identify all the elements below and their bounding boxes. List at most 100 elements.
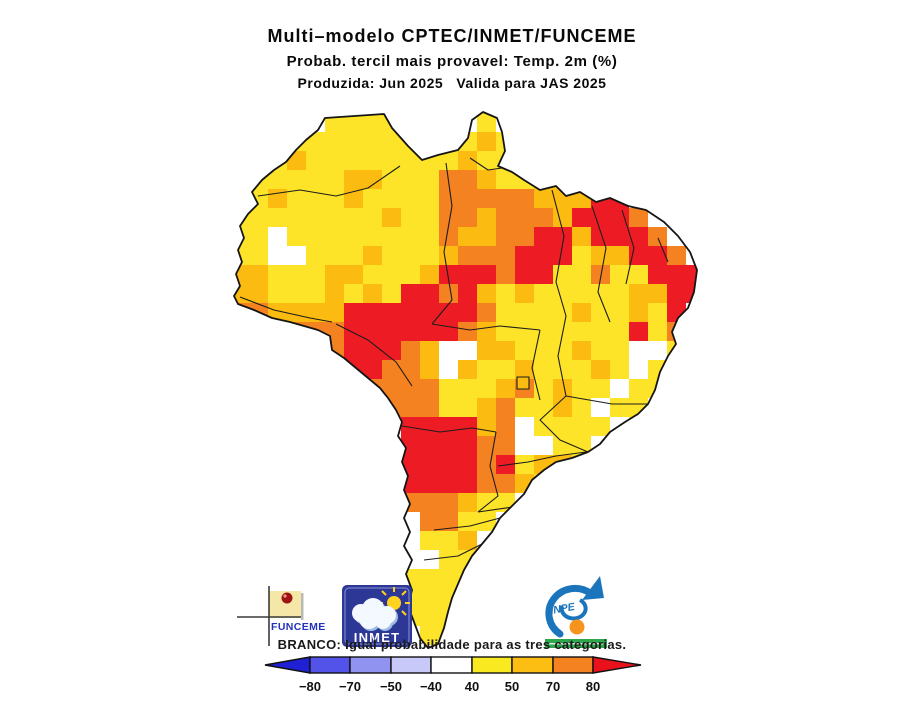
map-grid-cell <box>572 341 591 360</box>
map-grid-cell <box>515 531 534 550</box>
map-grid-cell <box>534 265 553 284</box>
map-grid-cell <box>477 455 496 474</box>
map-grid-cell <box>382 227 401 246</box>
map-grid-cell <box>382 132 401 151</box>
map-grid-cell <box>458 436 477 455</box>
map-grid-cell <box>325 189 344 208</box>
colorbar-tick: 40 <box>465 679 479 694</box>
map-grid-cell <box>477 436 496 455</box>
map-grid-cell <box>477 132 496 151</box>
map-grid-cell <box>420 265 439 284</box>
map-grid-cell <box>477 113 496 132</box>
brazil-outline <box>233 111 698 649</box>
map-grid-cell <box>534 398 553 417</box>
map-grid-cell <box>401 417 420 436</box>
map-grid-cell <box>344 170 363 189</box>
map-grid-cell <box>629 303 648 322</box>
map-grid-cell <box>439 550 458 569</box>
map-grid-cell <box>287 132 306 151</box>
map-grid-cell <box>458 455 477 474</box>
map-grid-cell <box>420 398 439 417</box>
map-grid-cell <box>477 341 496 360</box>
map-grid-cell <box>610 398 629 417</box>
map-grid-cell <box>420 417 439 436</box>
map-grid-cell <box>439 246 458 265</box>
map-grid-cell <box>458 132 477 151</box>
inpe-logo: INPE <box>545 576 607 648</box>
map-grid-cell <box>572 322 591 341</box>
map-grid-cell <box>572 246 591 265</box>
funceme-sphere-icon <box>281 592 293 604</box>
map-grid-cell <box>420 379 439 398</box>
map-grid-cell <box>515 493 534 512</box>
map-grid-cell <box>458 512 477 531</box>
map-grid-cell <box>477 170 496 189</box>
map-grid-cell <box>420 341 439 360</box>
map-grid-cell <box>306 246 325 265</box>
map-grid-cell <box>420 512 439 531</box>
inmet-label: INMET <box>354 630 400 645</box>
map-grid-cell <box>648 322 667 341</box>
map-grid-cell <box>610 208 629 227</box>
colorbar-tick: −50 <box>380 679 402 694</box>
map-grid-cell <box>287 151 306 170</box>
map-grid-cell <box>477 303 496 322</box>
map-grid-cell <box>401 303 420 322</box>
map-grid-cell <box>344 341 363 360</box>
map-grid-cell <box>420 360 439 379</box>
map-grid-cell <box>401 322 420 341</box>
map-grid-cell <box>287 246 306 265</box>
map-grid-cell <box>325 303 344 322</box>
map-grid-cell <box>648 246 667 265</box>
map-grid-cell <box>363 132 382 151</box>
map-grid-cell <box>325 208 344 227</box>
map-grid-cell <box>439 474 458 493</box>
map-grid-cell <box>515 265 534 284</box>
map-grid-cell <box>306 284 325 303</box>
map-grid-cell <box>610 303 629 322</box>
map-grid-cell <box>496 132 515 151</box>
colorbar-tick: −80 <box>299 679 321 694</box>
map-grid-cell <box>249 170 268 189</box>
map-grid-cell <box>572 170 591 189</box>
map-grid-cell <box>629 322 648 341</box>
map-grid-cell <box>534 170 553 189</box>
map-grid-cell <box>458 379 477 398</box>
white-cells-note: BRANCO: Igual probabilidade para as tres… <box>277 637 627 652</box>
map-grid-cell <box>515 360 534 379</box>
map-grid-cell <box>234 303 249 322</box>
map-grid-cell <box>515 417 534 436</box>
map-grid-cell <box>648 303 667 322</box>
map-grid-cell <box>496 322 515 341</box>
map-grid-cell <box>249 246 268 265</box>
map-grid-cell <box>553 417 572 436</box>
map-grid-cell <box>477 474 496 493</box>
map-grid-cell <box>420 246 439 265</box>
map-grid-cell <box>420 189 439 208</box>
map-grid-cell <box>287 265 306 284</box>
map-grid-cell <box>477 379 496 398</box>
map-grid-cell <box>363 341 382 360</box>
map-grid-cell <box>477 189 496 208</box>
map-grid-cell <box>534 208 553 227</box>
cloud-icon <box>352 598 398 631</box>
map-grid-cell <box>572 436 591 455</box>
map-grid-cell <box>553 474 572 493</box>
map-grid-cell <box>458 170 477 189</box>
map-grid-cell <box>477 227 496 246</box>
map-grid-cell <box>268 227 287 246</box>
map-grid-cell <box>477 493 496 512</box>
map-grid-cell <box>686 265 697 284</box>
map-grid-cell <box>439 189 458 208</box>
map-grid-cell <box>648 284 667 303</box>
map-grid-cell <box>439 455 458 474</box>
map-grid-cell <box>458 189 477 208</box>
funceme-logo: FUNCEME <box>237 586 325 646</box>
map-grid-cell <box>458 208 477 227</box>
map-grid-cell <box>401 189 420 208</box>
map-grid-cell <box>234 227 249 246</box>
title-block: Multi–modelo CPTEC/INMET/FUNCEME Probab.… <box>0 26 904 91</box>
map-grid-cell <box>439 208 458 227</box>
map-grid-cell <box>572 303 591 322</box>
map-grid-cell <box>496 436 515 455</box>
